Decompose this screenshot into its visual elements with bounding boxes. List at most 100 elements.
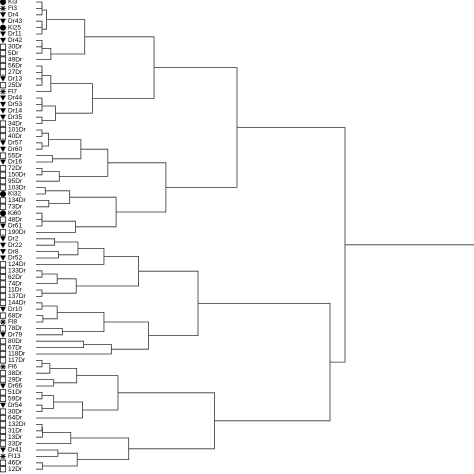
- branch: [36, 315, 44, 323]
- leaf-label: Dr4: [8, 12, 19, 19]
- branch: [36, 328, 63, 336]
- symbol-triangle: [0, 223, 6, 229]
- branch: [42, 305, 58, 320]
- branch: [36, 5, 43, 16]
- branch: [36, 302, 43, 310]
- leaf-label: 27Dr: [8, 69, 23, 76]
- symbol-square: [0, 299, 7, 306]
- leaf-label: Dr52: [8, 255, 22, 262]
- symbol-asterisk: [0, 319, 6, 325]
- leaf-label: 12Dr: [8, 466, 23, 473]
- branch: [36, 155, 53, 163]
- leaf-label: Dr42: [8, 37, 22, 44]
- branch: [36, 432, 72, 444]
- branch: [36, 78, 43, 86]
- branch: [59, 148, 109, 177]
- leaf-label: Dr14: [8, 108, 22, 115]
- symbol-square: [0, 357, 7, 364]
- leaf-label: Ki25: [8, 24, 21, 31]
- symbol-circle: [0, 210, 6, 217]
- branch: [70, 437, 130, 460]
- leaf-label: 117Dr: [8, 357, 26, 364]
- symbol-square: [0, 274, 7, 281]
- symbol-square: [0, 421, 7, 428]
- branch: [36, 1, 43, 9]
- symbol-square: [0, 120, 7, 127]
- branch: [42, 395, 55, 409]
- leaf-label: Dr11: [8, 31, 22, 38]
- symbol-triangle: [0, 146, 6, 152]
- symbol-asterisk: [0, 5, 6, 12]
- branch: [36, 462, 43, 470]
- symbol-square: [0, 293, 7, 300]
- leaf-label: 51Dr: [8, 389, 23, 396]
- branch: [36, 424, 43, 432]
- leaf-label: 48Dr: [8, 216, 23, 223]
- leaf-label: 29Dr: [8, 376, 23, 383]
- leaf-label: Ki3: [8, 0, 18, 6]
- symbol-triangle: [0, 12, 6, 18]
- branch: [36, 48, 52, 60]
- symbol-square: [0, 56, 7, 63]
- branch: [36, 65, 43, 73]
- leaf-label: 33Dr: [8, 440, 23, 447]
- symbol-square: [0, 370, 7, 377]
- symbol-square: [0, 62, 7, 70]
- branch: [36, 20, 43, 28]
- symbol-asterisk: [0, 88, 6, 95]
- symbol-triangle: [0, 76, 6, 82]
- symbol-square: [0, 376, 7, 383]
- branch: [36, 97, 43, 105]
- branch: [46, 19, 86, 55]
- symbol-square: [0, 261, 7, 268]
- branch: [36, 200, 50, 208]
- leaf-label: 95Dr: [8, 178, 23, 185]
- symbol-square: [0, 350, 7, 358]
- branch: [36, 404, 43, 412]
- symbol-circle: [0, 24, 6, 31]
- symbol-circle: [0, 191, 6, 197]
- branch: [36, 363, 51, 374]
- symbol-square: [0, 389, 7, 396]
- symbol-triangle: [0, 101, 6, 108]
- branch: [36, 248, 105, 265]
- branch: [36, 168, 43, 176]
- branch: [36, 273, 58, 284]
- symbol-square: [0, 133, 7, 140]
- branch: [36, 171, 60, 182]
- branch: [36, 101, 43, 112]
- leaf-label: Dr66: [8, 383, 22, 390]
- symbol-square: [0, 440, 7, 447]
- symbol-square: [0, 216, 7, 223]
- branch: [36, 238, 55, 246]
- branch: [36, 43, 43, 54]
- leaf-label: Dr16: [8, 159, 22, 166]
- leaf-label: Dr10: [8, 306, 22, 313]
- leaf-label: Dr41: [8, 447, 22, 454]
- symbol-square: [0, 229, 7, 236]
- branch: [36, 340, 84, 348]
- branch: [76, 255, 139, 287]
- branch: [49, 368, 78, 384]
- symbol-square: [0, 184, 7, 191]
- leaf-label: 62Dr: [8, 274, 23, 281]
- leaf-label: 101Dr: [8, 127, 27, 134]
- symbol-square: [0, 280, 7, 287]
- leaf-label: 132Dr: [8, 421, 27, 428]
- branch: [117, 392, 215, 450]
- leaf-label: Dr54: [8, 402, 22, 409]
- leaf-label: 190Dr: [8, 229, 27, 236]
- branch: [36, 344, 112, 355]
- branch: [237, 127, 346, 363]
- symbol-triangle: [0, 242, 6, 248]
- branch: [36, 129, 43, 137]
- symbol-triangle: [0, 159, 6, 165]
- leaf-label: 137Dr: [8, 293, 27, 300]
- branch: [42, 9, 48, 30]
- branch: [36, 270, 43, 278]
- leaf-label: 25Dr: [8, 82, 23, 89]
- leaf-label: 5Dr: [8, 50, 19, 57]
- branch: [36, 449, 59, 457]
- branch: [36, 379, 55, 387]
- leaf-label: 103Dr: [8, 184, 27, 191]
